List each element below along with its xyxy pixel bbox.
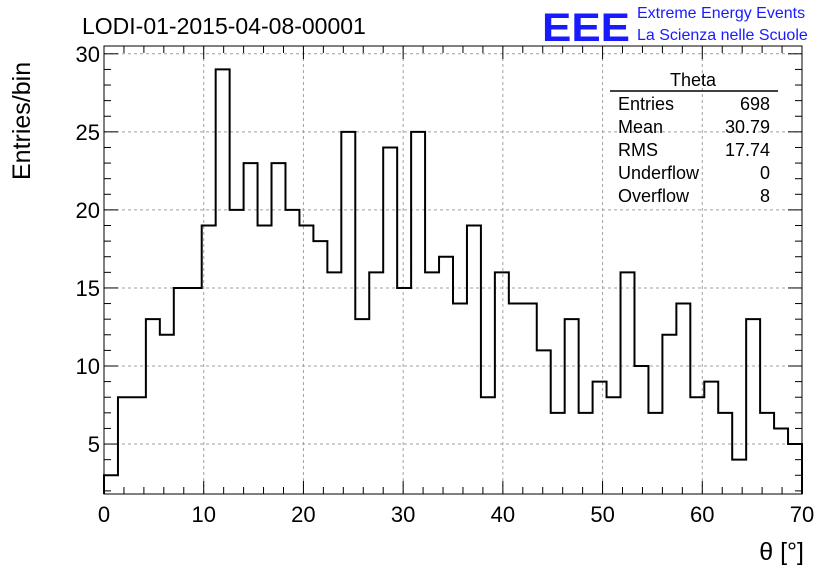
histogram-bin <box>341 132 355 494</box>
x-tick-label: 40 <box>491 502 515 527</box>
histogram-bin <box>509 304 523 494</box>
stats-label-overflow: Overflow <box>618 186 690 206</box>
stats-label-rms: RMS <box>618 140 658 160</box>
histogram-bin <box>565 319 579 494</box>
x-tick-label: 0 <box>98 502 110 527</box>
histogram-bin <box>355 319 369 494</box>
histogram-bin <box>648 413 662 494</box>
x-axis-title: θ [°] <box>759 538 804 566</box>
histogram-bin <box>662 335 676 494</box>
histogram-bin <box>146 319 160 494</box>
histogram-bin <box>481 397 495 494</box>
stats-value-overflow: 8 <box>760 186 770 206</box>
x-tick-label: 10 <box>191 502 215 527</box>
eee-logo: EEE Extreme Energy Events La Scienza nel… <box>542 5 808 50</box>
y-tick-label: 10 <box>76 354 100 379</box>
histogram-bin <box>523 304 537 494</box>
y-tick-label: 20 <box>76 198 100 223</box>
histogram-bin <box>704 382 718 494</box>
stats-value-underflow: 0 <box>760 163 770 183</box>
logo-mark: EEE <box>542 6 630 50</box>
histogram-bin <box>188 288 202 494</box>
histogram-bin <box>607 397 621 494</box>
histogram-bin <box>690 397 704 494</box>
histogram-bin <box>383 147 397 494</box>
y-tick-label: 5 <box>88 432 100 457</box>
histogram-bin <box>537 350 551 494</box>
histogram-bin <box>327 272 341 494</box>
histogram-bin <box>760 413 774 494</box>
histogram-bin <box>425 272 439 494</box>
histogram-bin <box>174 288 188 494</box>
histogram-bin <box>285 210 299 494</box>
y-axis-title: Entries/bin <box>8 62 36 180</box>
histogram-bin <box>132 397 146 494</box>
histogram-bin <box>160 335 174 494</box>
histogram-bin <box>732 460 746 494</box>
histogram-bin <box>746 319 760 494</box>
stats-title: Theta <box>670 70 717 90</box>
tick-labels: 0 10 20 30 40 50 60 70 5 10 15 20 25 30 <box>76 42 815 527</box>
histogram-bin <box>244 163 258 494</box>
stats-value-rms: 17.74 <box>725 140 770 160</box>
stats-label-mean: Mean <box>618 117 663 137</box>
y-tick-label: 25 <box>76 120 100 145</box>
stats-label-entries: Entries <box>618 94 674 114</box>
histogram-bin <box>299 226 313 494</box>
histogram-bin <box>495 272 509 494</box>
chart-title: LODI-01-2015-04-08-00001 <box>82 13 366 39</box>
histogram-bin <box>216 69 230 494</box>
histogram-bin <box>634 366 648 494</box>
x-tick-label: 50 <box>590 502 614 527</box>
x-tick-label: 20 <box>291 502 315 527</box>
histogram-bin <box>369 272 383 494</box>
histogram-bin <box>439 257 453 494</box>
stats-value-mean: 30.79 <box>725 117 770 137</box>
histogram-bin <box>313 241 327 494</box>
histogram-bin <box>774 428 788 494</box>
histogram-bin <box>411 132 425 494</box>
x-tick-label: 60 <box>690 502 714 527</box>
histogram-bin <box>718 413 732 494</box>
histogram-bin <box>579 413 593 494</box>
histogram-bins <box>104 69 802 494</box>
histogram-bin <box>467 226 481 494</box>
histogram-bin <box>202 226 216 494</box>
grid <box>104 46 802 494</box>
logo-line2: La Scienza nelle Scuole <box>637 27 808 44</box>
histogram-bin <box>272 163 286 494</box>
x-tick-label: 70 <box>790 502 814 527</box>
histogram-bin <box>788 444 802 494</box>
histogram-bin <box>551 413 565 494</box>
histogram-line <box>103 68 803 494</box>
histogram-bin <box>397 288 411 494</box>
plot-frame <box>103 45 803 495</box>
y-tick-label: 15 <box>76 276 100 301</box>
histogram-bin <box>118 397 132 494</box>
histogram-bin <box>676 304 690 494</box>
histogram-bin <box>104 475 118 494</box>
y-tick-label: 30 <box>76 42 100 67</box>
stats-box: Theta Entries 698 Mean 30.79 RMS 17.74 U… <box>610 70 778 206</box>
histogram-bin <box>593 382 607 494</box>
logo-line1: Extreme Energy Events <box>637 5 805 22</box>
stats-label-underflow: Underflow <box>618 163 700 183</box>
stats-value-entries: 698 <box>740 94 770 114</box>
x-tick-label: 30 <box>391 502 415 527</box>
histogram-bin <box>453 304 467 494</box>
histogram-bin <box>230 210 244 494</box>
histogram-bin <box>258 226 272 494</box>
histogram-bin <box>621 272 635 494</box>
